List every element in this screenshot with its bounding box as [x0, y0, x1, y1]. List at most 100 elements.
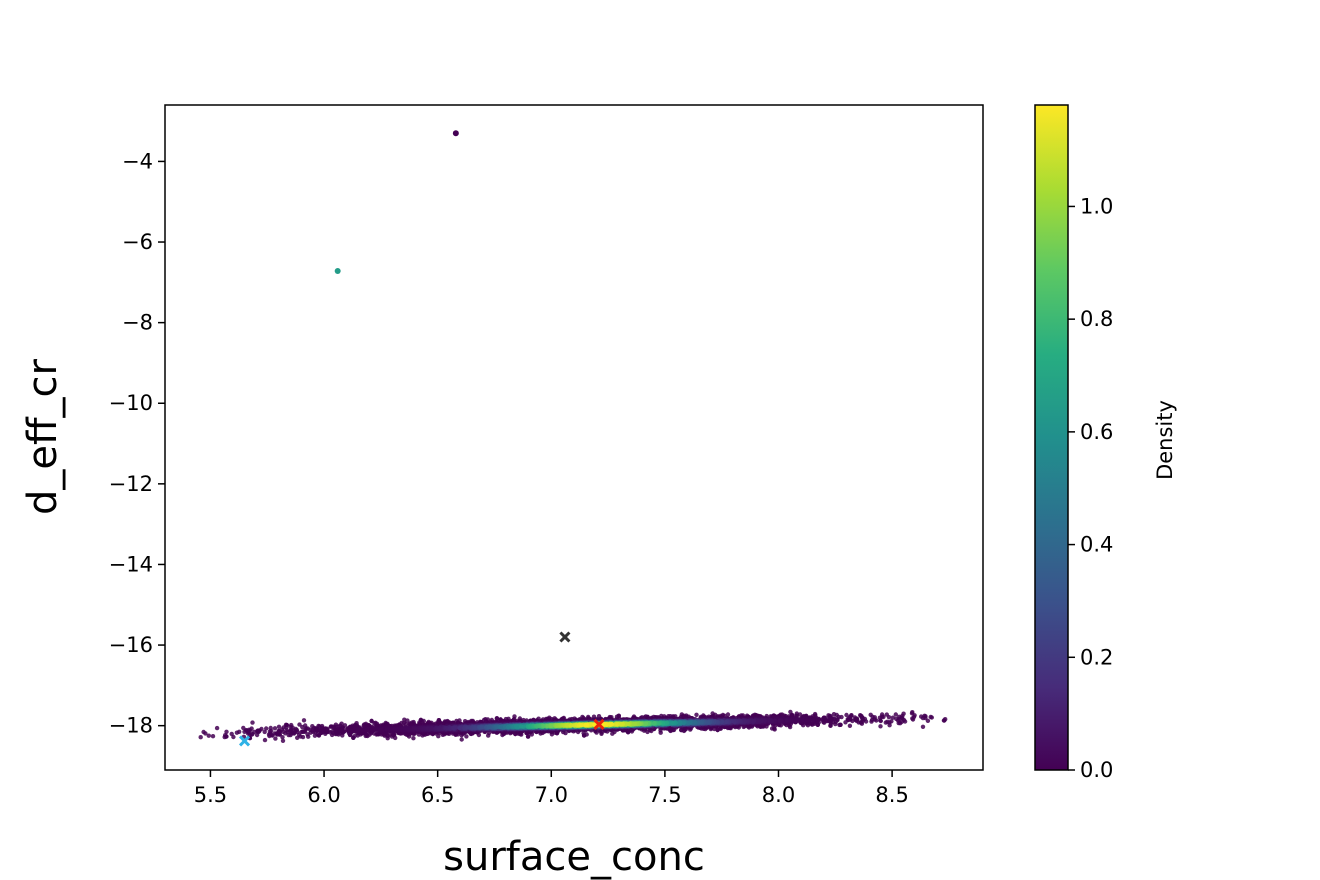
y-axis-title: d_eff_cr: [20, 358, 66, 515]
x-axis: 5.5 6.0 6.5 7.0 7.5 8.0 8.5: [194, 770, 909, 807]
density-point: [214, 725, 220, 731]
density-point: [694, 712, 699, 717]
density-point: [750, 719, 756, 724]
x-axis-title: surface_conc: [443, 834, 705, 880]
density-point: [872, 717, 877, 722]
density-point: [229, 731, 234, 737]
density-point: [928, 714, 933, 720]
density-point: [890, 715, 896, 720]
density-point: [681, 720, 686, 725]
density-point: [458, 725, 463, 730]
density-point: [272, 726, 278, 731]
plot-frame: [164, 104, 984, 771]
density-point: [234, 730, 240, 735]
density-point: [272, 731, 277, 736]
density-point: [678, 720, 683, 725]
y-tick-label: −12: [109, 472, 153, 496]
density-point: [877, 715, 883, 720]
colorbar-tick-label: 0.0: [1080, 758, 1113, 782]
x-marker: [593, 718, 605, 731]
x-tick-label: 8.5: [875, 783, 908, 807]
x-tick-label: 6.0: [307, 783, 340, 807]
density-point: [910, 716, 915, 721]
y-tick-label: −4: [122, 149, 153, 173]
x-tick-label: 8.0: [762, 783, 795, 807]
density-point: [899, 715, 904, 720]
density-point: [564, 723, 570, 728]
density-point: [250, 720, 255, 725]
density-point: [652, 721, 657, 726]
density-point: [262, 737, 268, 743]
density-point: [819, 717, 825, 722]
density-point: [844, 712, 849, 718]
y-tick-label: −14: [109, 552, 153, 576]
density-point: [267, 729, 273, 734]
colorbar-tick-label: 0.4: [1080, 533, 1113, 557]
density-point: [280, 738, 286, 743]
density-point: [281, 729, 286, 734]
density-point: [584, 722, 589, 728]
density-point: [769, 726, 775, 731]
density-point: [619, 721, 624, 727]
density-point: [613, 722, 619, 727]
density-point: [845, 717, 850, 722]
density-point: [521, 724, 526, 729]
density-point: [660, 721, 666, 726]
density-point: [759, 718, 765, 723]
density-point: [297, 722, 302, 727]
density-point: [607, 722, 612, 727]
density-point: [224, 729, 229, 734]
density-point: [300, 724, 305, 730]
density-point: [280, 735, 285, 740]
density-point: [643, 721, 649, 726]
density-point: [464, 734, 469, 739]
density-point: [210, 734, 216, 739]
density-point: [894, 716, 899, 722]
plot-points: [198, 130, 948, 743]
density-point: [494, 716, 500, 721]
colorbar: 0.00.20.40.60.81.0 Density: [1034, 104, 1177, 782]
density-point: [756, 718, 761, 723]
density-point: [295, 729, 300, 735]
colorbar-ticks: 0.00.20.40.60.81.0: [1068, 194, 1113, 782]
density-point: [320, 728, 325, 734]
density-point: [889, 719, 894, 724]
x-marker: [238, 735, 251, 747]
plot-markers: [238, 631, 605, 747]
density-point: [804, 718, 809, 723]
density-point: [302, 729, 308, 734]
density-point: [837, 722, 842, 728]
y-tick-label: −10: [109, 391, 153, 415]
density-point: [784, 718, 789, 723]
density-point: [256, 729, 261, 735]
colorbar-tick-label: 1.0: [1080, 194, 1113, 218]
density-point: [835, 717, 840, 722]
y-tick-label: −8: [122, 311, 153, 335]
x-tick-label: 7.0: [535, 783, 568, 807]
colorbar-gradient: [1034, 104, 1069, 771]
density-point: [525, 734, 531, 739]
colorbar-tick-label: 0.2: [1080, 645, 1113, 669]
density-point: [333, 728, 338, 733]
colorbar-title: Density: [1153, 400, 1177, 480]
density-point: [411, 736, 416, 741]
density-point: [288, 729, 293, 734]
density-point: [839, 714, 844, 720]
density-point: [310, 729, 316, 734]
density-point: [826, 716, 831, 721]
density-point: [767, 718, 772, 723]
x-tick-label: 5.5: [194, 783, 227, 807]
density-point: [203, 731, 208, 736]
density-point: [339, 728, 344, 733]
density-point: [885, 719, 890, 724]
density-point: [473, 725, 478, 730]
density-point: [241, 725, 246, 731]
density-point: [437, 726, 442, 731]
density-point: [276, 724, 282, 729]
x-tick-label: 7.5: [648, 783, 681, 807]
density-point: [853, 716, 859, 722]
density-point: [920, 724, 926, 729]
density-point: [777, 718, 782, 723]
y-tick-label: −6: [122, 230, 153, 254]
